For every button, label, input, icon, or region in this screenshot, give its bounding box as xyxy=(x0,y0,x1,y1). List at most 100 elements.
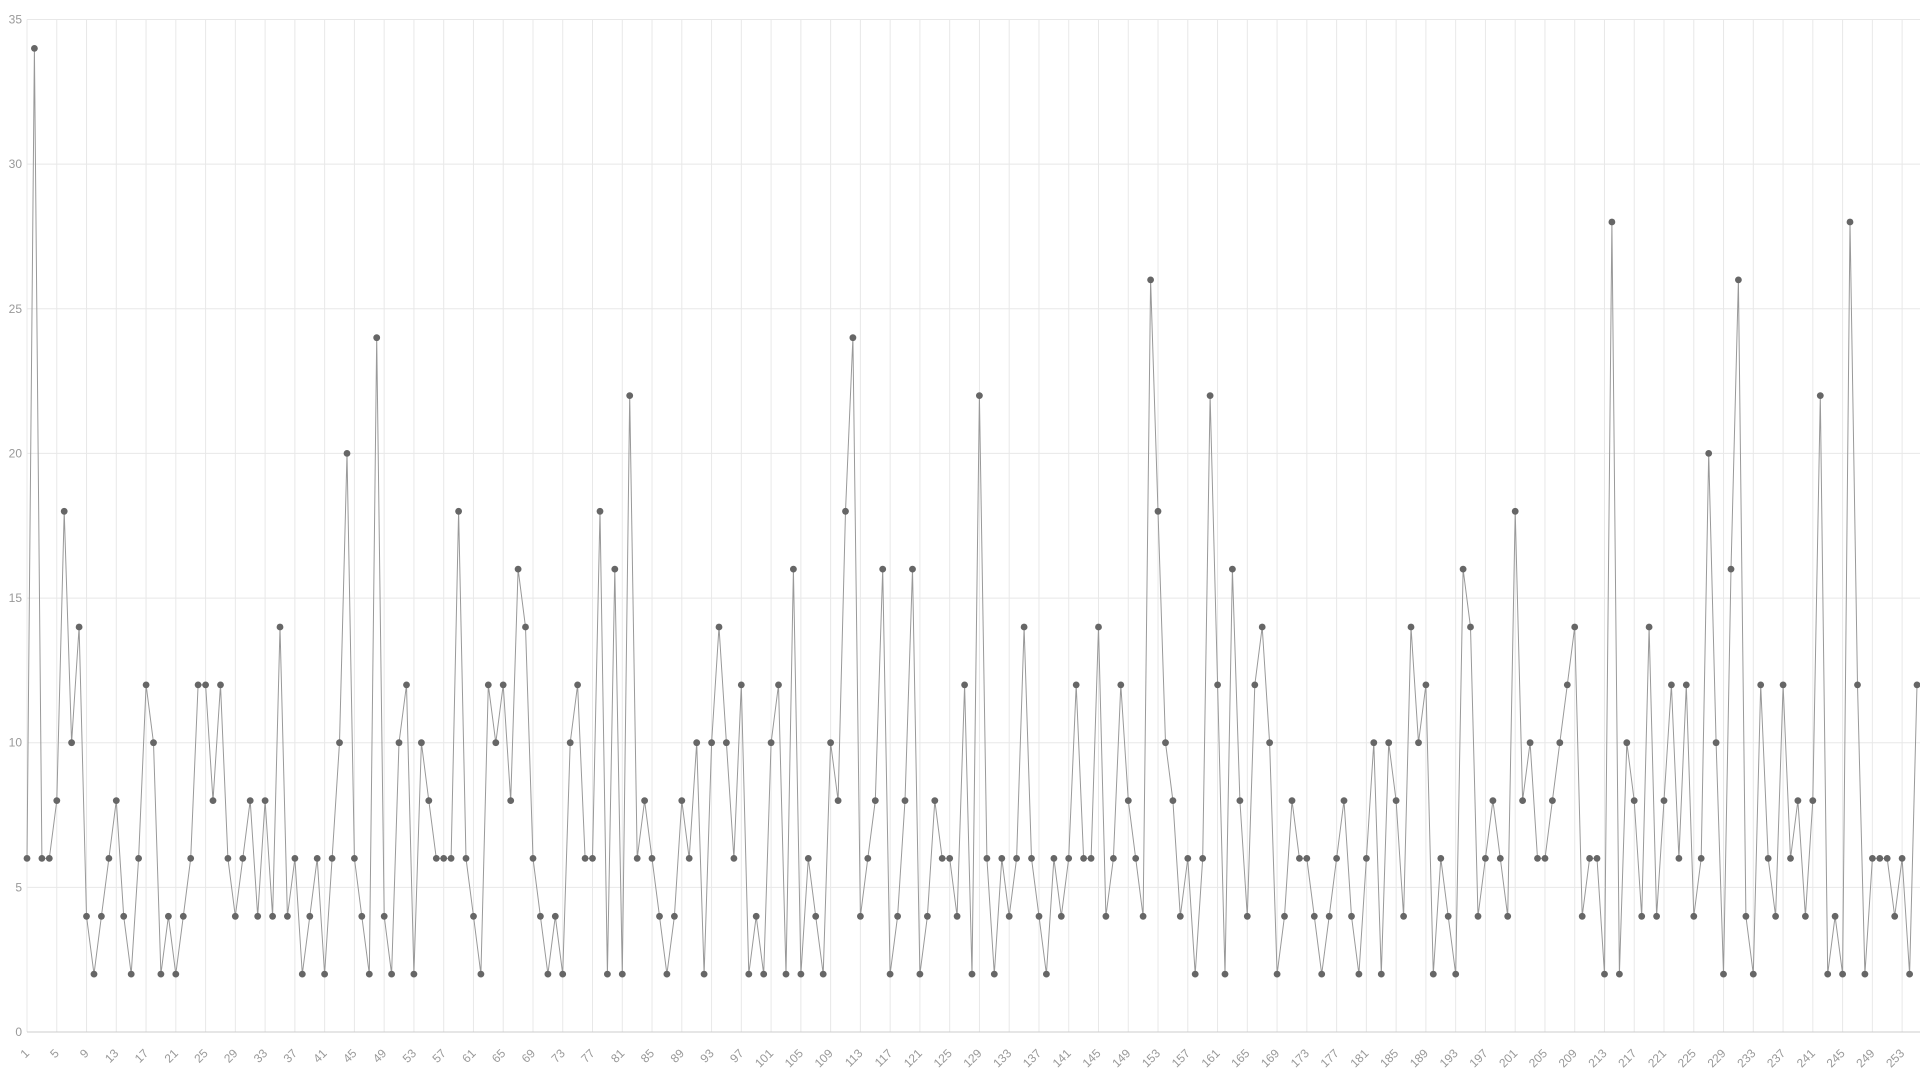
data-point xyxy=(484,681,492,689)
data-point xyxy=(782,970,790,978)
data-point xyxy=(1385,739,1393,747)
data-point xyxy=(23,855,31,862)
data-point xyxy=(507,797,515,804)
x-tick-label: 213 xyxy=(1586,1046,1610,1070)
data-point xyxy=(365,970,373,978)
data-point xyxy=(1013,855,1020,862)
data-point xyxy=(1742,912,1750,920)
data-point xyxy=(172,970,180,978)
data-point xyxy=(1757,681,1765,689)
data-point xyxy=(723,739,730,747)
data-point xyxy=(120,912,128,920)
data-point xyxy=(857,912,864,920)
data-point xyxy=(514,565,522,573)
x-tick-label: 169 xyxy=(1258,1046,1282,1070)
data-point xyxy=(313,855,321,862)
data-point xyxy=(38,855,46,862)
data-point xyxy=(127,970,135,978)
data-point xyxy=(812,912,820,920)
data-point xyxy=(60,507,68,515)
data-point xyxy=(998,855,1006,862)
data-point xyxy=(1541,855,1549,862)
data-point xyxy=(112,797,120,804)
x-tick-label: 125 xyxy=(931,1046,955,1070)
data-point xyxy=(425,797,433,804)
x-tick-label: 85 xyxy=(638,1046,658,1066)
data-point xyxy=(1578,912,1586,920)
data-point xyxy=(98,912,105,920)
data-point xyxy=(559,970,567,978)
x-tick-label: 189 xyxy=(1407,1046,1431,1070)
data-point xyxy=(604,970,611,978)
x-tick-label: 229 xyxy=(1705,1046,1729,1070)
data-point xyxy=(1645,623,1653,631)
data-point xyxy=(1489,797,1497,804)
x-tick-label: 17 xyxy=(132,1046,152,1066)
data-point xyxy=(1437,855,1445,862)
data-point xyxy=(1072,681,1080,689)
x-tick-label: 73 xyxy=(549,1046,569,1066)
data-point xyxy=(358,912,366,920)
gridlines xyxy=(26,19,1920,1033)
x-tick-label: 53 xyxy=(400,1046,420,1066)
data-point xyxy=(819,970,827,978)
data-point xyxy=(1891,912,1899,920)
data-point xyxy=(1623,739,1631,747)
data-point xyxy=(298,970,306,978)
data-point xyxy=(1809,797,1817,804)
x-tick-label: 185 xyxy=(1377,1046,1401,1070)
data-point xyxy=(261,797,269,804)
data-point xyxy=(187,855,195,862)
x-tick-label: 221 xyxy=(1645,1046,1669,1070)
y-tick-label: 20 xyxy=(9,446,23,460)
data-point xyxy=(596,507,604,515)
data-line xyxy=(26,47,1918,975)
data-point xyxy=(321,970,328,978)
data-point xyxy=(1549,797,1556,804)
data-point xyxy=(1616,970,1623,978)
data-point xyxy=(410,970,418,978)
x-tick-label: 121 xyxy=(901,1046,925,1070)
data-point xyxy=(1273,970,1281,978)
data-point xyxy=(1898,855,1906,862)
data-point xyxy=(447,855,455,862)
x-tick-label: 173 xyxy=(1288,1046,1312,1070)
data-point xyxy=(284,912,291,920)
x-tick-label: 89 xyxy=(668,1046,688,1066)
data-point xyxy=(231,912,239,920)
data-point xyxy=(336,739,343,747)
x-tick-label: 25 xyxy=(191,1046,211,1066)
data-point xyxy=(797,970,805,978)
data-point xyxy=(976,392,983,399)
data-point xyxy=(804,855,812,862)
x-tick-label: 5 xyxy=(47,1046,62,1061)
x-tick-label: 137 xyxy=(1020,1046,1044,1070)
data-point xyxy=(1050,855,1058,862)
data-point xyxy=(1906,970,1913,978)
data-point xyxy=(418,739,425,747)
data-point xyxy=(1504,912,1512,920)
data-point xyxy=(961,681,968,689)
data-point xyxy=(499,681,507,689)
data-point xyxy=(1772,912,1779,920)
data-point xyxy=(1586,855,1593,862)
data-point xyxy=(1258,623,1266,631)
data-point xyxy=(1690,912,1698,920)
data-point xyxy=(730,855,738,862)
data-point xyxy=(403,681,410,689)
data-point xyxy=(708,739,715,747)
data-point xyxy=(901,797,909,804)
data-point xyxy=(849,334,857,342)
data-point xyxy=(656,912,663,920)
data-point xyxy=(1846,218,1854,226)
data-point xyxy=(1534,855,1541,862)
data-point xyxy=(1318,970,1326,978)
data-point xyxy=(1288,797,1296,804)
y-tick-label: 35 xyxy=(9,13,23,27)
data-point xyxy=(455,507,462,515)
data-point xyxy=(1496,855,1504,862)
data-point xyxy=(752,912,760,920)
data-point xyxy=(269,912,276,920)
y-tick-label: 30 xyxy=(9,157,23,171)
data-point xyxy=(90,970,98,978)
